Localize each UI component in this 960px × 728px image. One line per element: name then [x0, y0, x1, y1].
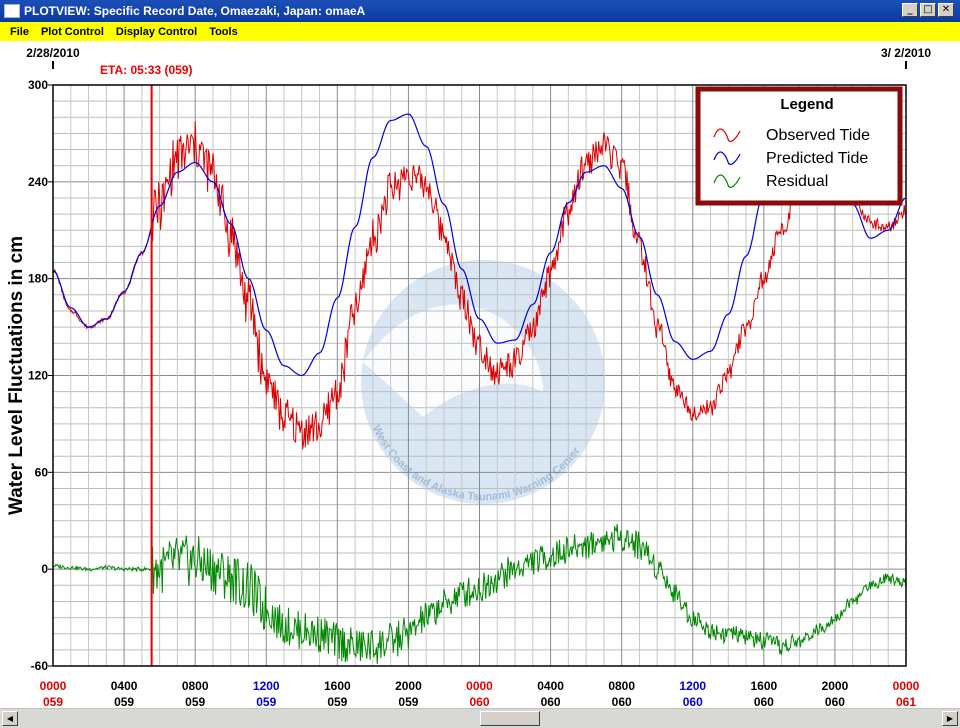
window-title: PLOTVIEW: Specific Record Date, Omaezaki… — [24, 4, 366, 18]
x-tick-time-label: 1600 — [324, 679, 351, 693]
menu-display-control[interactable]: Display Control — [115, 25, 198, 38]
menu-file[interactable]: File — [10, 25, 29, 38]
x-tick-day-label: 060 — [683, 695, 703, 708]
x-tick-day-label: 059 — [398, 695, 418, 708]
legend-title: Legend — [780, 96, 833, 113]
y-tick-label: 240 — [28, 175, 48, 189]
x-tick-time-label: 0000 — [40, 679, 67, 693]
arrow-left-icon[interactable]: ◀ — [2, 711, 18, 726]
legend-box — [695, 86, 903, 206]
x-tick-day-label: 060 — [541, 695, 561, 708]
x-tick-time-label: 0800 — [182, 679, 209, 693]
legend-residual-swatch — [713, 174, 741, 189]
y-tick-label: 60 — [35, 465, 49, 479]
scroll-thumb[interactable] — [480, 711, 540, 726]
legend-observed-swatch — [713, 128, 741, 143]
tide-chart: West Coast and Alaska Tsunami Warning Ce… — [6, 46, 931, 708]
y-tick-label: -60 — [31, 659, 49, 673]
x-tick-time-label: 0800 — [608, 679, 635, 693]
y-axis-label: Water Level Fluctuations in cm — [6, 236, 27, 515]
x-tick-time-label: 1200 — [253, 679, 280, 693]
x-tick-time-label: 2000 — [822, 679, 849, 693]
legend-residual-label: Residual — [766, 173, 828, 190]
x-tick-day-label: 060 — [612, 695, 632, 708]
x-tick-day-label: 059 — [114, 695, 134, 708]
series-observed-line — [52, 121, 907, 450]
x-tick-time-label: 1200 — [679, 679, 706, 693]
window-controls: _ □ ✕ — [902, 3, 954, 17]
close-button[interactable]: ✕ — [938, 3, 954, 17]
eta-label: ETA: 05:33 (059) — [100, 63, 192, 77]
y-tick-label: 120 — [28, 369, 48, 383]
x-tick-time-label: 0000 — [893, 679, 920, 693]
app-window-icon — [4, 4, 20, 18]
x-tick-time-label: 1600 — [750, 679, 777, 693]
series-residual-line — [52, 523, 907, 665]
arrow-right-icon[interactable]: ▶ — [942, 711, 958, 726]
legend-observed-label: Observed Tide — [766, 127, 870, 144]
y-tick-label: 180 — [28, 272, 48, 286]
y-tick-label: 0 — [41, 562, 48, 576]
menu-bar: File Plot Control Display Control Tools — [0, 22, 960, 41]
x-tick-day-label: 060 — [825, 695, 845, 708]
menu-tools[interactable]: Tools — [209, 25, 238, 38]
window-titlebar: PLOTVIEW: Specific Record Date, Omaezaki… — [0, 0, 960, 22]
x-tick-day-label: 060 — [754, 695, 774, 708]
y-tick-label: 300 — [28, 78, 48, 92]
maximize-button[interactable]: □ — [920, 3, 936, 17]
legend-predicted-swatch — [713, 151, 741, 166]
date-label: 3/ 2/2010 — [881, 46, 931, 60]
x-tick-day-label: 060 — [469, 695, 489, 708]
minimize-button[interactable]: _ — [902, 3, 918, 17]
legend-predicted-label: Predicted Tide — [766, 150, 868, 167]
x-tick-day-label: 059 — [185, 695, 205, 708]
x-tick-time-label: 0400 — [111, 679, 138, 693]
x-tick-day-label: 061 — [896, 695, 916, 708]
date-label: 2/28/2010 — [26, 46, 80, 60]
x-tick-day-label: 059 — [43, 695, 63, 708]
menu-plot-control[interactable]: Plot Control — [40, 25, 104, 38]
x-tick-day-label: 059 — [327, 695, 347, 708]
x-tick-time-label: 0400 — [537, 679, 564, 693]
x-tick-time-label: 2000 — [395, 679, 422, 693]
horizontal-scrollbar[interactable]: ◀ ▶ — [0, 708, 960, 728]
x-tick-day-label: 059 — [256, 695, 276, 708]
x-tick-time-label: 0000 — [466, 679, 493, 693]
